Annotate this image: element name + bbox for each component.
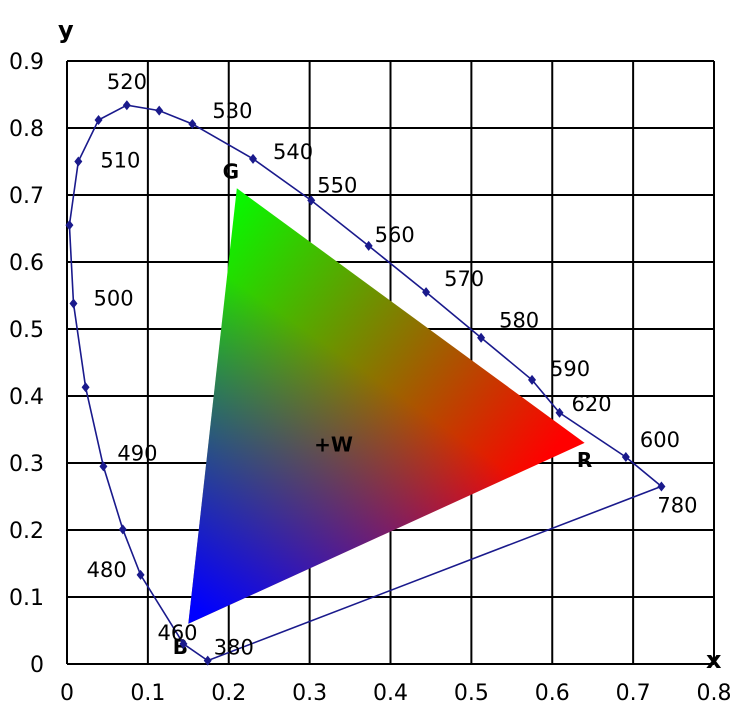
gamut-fill-blue xyxy=(188,188,585,624)
locus-point-marker xyxy=(364,240,373,251)
y-tick-label: 0.5 xyxy=(9,318,44,343)
locus-point-marker xyxy=(81,382,90,393)
locus-point-marker xyxy=(621,451,630,462)
gamut-vertex-g: G xyxy=(223,159,239,183)
tick-labels: 0 0.1 0.2 0.3 0.4 0.5 0.6 0.7 0.8 0 0.1 0.2 0.3 0.4 0.… xyxy=(9,50,732,706)
x-tick-label: 0.5 xyxy=(454,681,489,706)
locus-point-marker xyxy=(74,156,83,167)
x-tick-label: 0.8 xyxy=(697,681,732,706)
locus-point-marker xyxy=(122,100,131,111)
locus-point-marker xyxy=(94,114,103,125)
wavelength-label: 600 xyxy=(640,428,680,452)
wavelength-label: 480 xyxy=(87,558,127,582)
locus-point-marker xyxy=(555,407,564,418)
y-tick-label: 0.8 xyxy=(9,117,44,142)
wavelength-label: 590 xyxy=(550,357,590,381)
locus-point-marker xyxy=(65,220,74,231)
x-tick-label: 0.6 xyxy=(535,681,570,706)
locus-point-marker xyxy=(477,332,486,343)
y-tick-label: 0.9 xyxy=(9,50,44,75)
wavelength-label: 580 xyxy=(499,309,539,333)
wavelength-label: 460 xyxy=(157,621,197,645)
locus-point-marker xyxy=(188,118,197,129)
locus-point-marker xyxy=(179,638,188,649)
locus-point-marker xyxy=(657,481,666,492)
wavelength-label: 550 xyxy=(317,173,357,197)
y-tick-label: 0.6 xyxy=(9,251,44,276)
locus-point-marker xyxy=(136,569,145,580)
wavelength-label: 510 xyxy=(100,149,140,173)
y-tick-label: 0.7 xyxy=(9,184,44,209)
wavelength-label: 540 xyxy=(273,140,313,164)
gamut-vertex-r: R xyxy=(577,448,592,472)
y-tick-label: 0.4 xyxy=(9,385,44,410)
locus-point-marker xyxy=(69,298,78,309)
x-tick-label: 0.3 xyxy=(292,681,327,706)
y-axis-title: y xyxy=(58,16,74,44)
wavelength-label: 560 xyxy=(375,223,415,247)
y-tick-label: 0 xyxy=(30,653,44,678)
locus-point-marker xyxy=(422,287,431,298)
y-tick-label: 0.3 xyxy=(9,452,44,477)
x-tick-label: 0.1 xyxy=(130,681,165,706)
wavelength-label: 530 xyxy=(212,99,252,123)
x-tick-label: 0 xyxy=(60,681,74,706)
locus-point-marker xyxy=(99,461,108,472)
wavelength-label: 380 xyxy=(214,636,254,660)
x-axis-title: x xyxy=(706,646,722,674)
locus-point-marker xyxy=(528,374,537,385)
x-tick-label: 0.7 xyxy=(616,681,651,706)
wavelength-label: 620 xyxy=(572,392,612,416)
y-tick-label: 0.2 xyxy=(9,519,44,544)
locus-point-marker xyxy=(307,195,316,206)
wavelength-label: 500 xyxy=(93,287,133,311)
wavelength-label: 780 xyxy=(657,493,697,517)
wavelength-label: 520 xyxy=(107,70,147,94)
wavelength-label: 490 xyxy=(117,441,157,465)
locus-point-marker xyxy=(249,153,258,164)
y-tick-label: 0.1 xyxy=(9,586,44,611)
white-point-label: +W xyxy=(314,433,353,457)
x-tick-label: 0.2 xyxy=(211,681,246,706)
x-tick-label: 0.4 xyxy=(373,681,408,706)
locus-point-marker xyxy=(203,655,212,666)
wavelength-label: 570 xyxy=(444,267,484,291)
locus-point-marker xyxy=(118,524,127,535)
gamut-triangle: RGB+W xyxy=(173,159,593,658)
locus-point-marker xyxy=(155,105,164,116)
